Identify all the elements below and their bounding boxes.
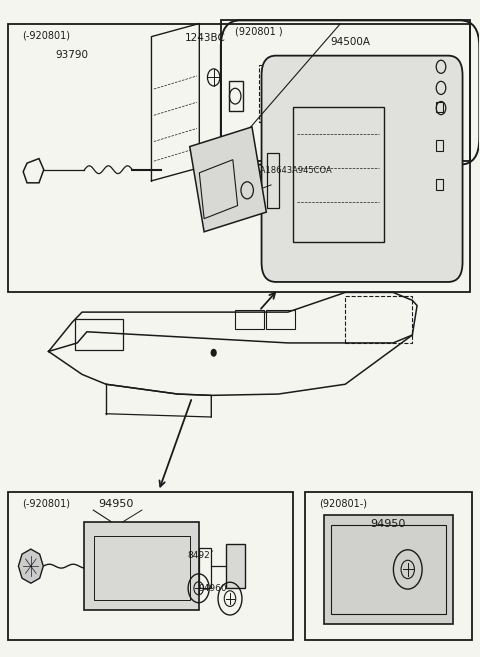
Bar	[259, 65, 391, 122]
Bar	[84, 522, 199, 610]
Text: 8492´: 8492´	[187, 551, 215, 560]
Text: 94960: 94960	[199, 584, 228, 593]
Bar	[266, 310, 295, 328]
Text: 1243BC: 1243BC	[185, 34, 226, 43]
Bar	[324, 515, 453, 623]
Bar	[8, 24, 470, 292]
Bar	[226, 544, 245, 588]
Bar	[345, 296, 412, 343]
Bar	[199, 549, 211, 588]
Text: 94950: 94950	[371, 518, 406, 529]
Bar	[436, 102, 443, 112]
Text: 94500A: 94500A	[330, 37, 370, 47]
Circle shape	[211, 350, 216, 356]
Bar	[293, 107, 384, 242]
Text: (-920801): (-920801)	[22, 499, 70, 509]
Bar	[267, 153, 279, 208]
FancyBboxPatch shape	[262, 56, 463, 282]
Bar	[436, 179, 443, 189]
Bar	[305, 492, 472, 640]
Text: 18668A18643A945COA: 18668A18643A945COA	[233, 166, 332, 175]
Bar	[436, 141, 443, 151]
Text: 93790: 93790	[56, 50, 89, 60]
Bar	[221, 20, 470, 162]
Text: (920801-): (920801-)	[319, 499, 367, 509]
Bar	[235, 310, 264, 328]
Bar	[8, 492, 293, 640]
Polygon shape	[18, 549, 43, 583]
Text: 94950: 94950	[98, 499, 134, 509]
Text: (-920801): (-920801)	[22, 30, 70, 40]
Polygon shape	[190, 127, 266, 232]
Text: (920801 ): (920801 )	[235, 27, 283, 37]
Bar	[75, 319, 123, 350]
Bar	[94, 536, 190, 600]
Bar	[331, 525, 446, 614]
Bar	[229, 81, 243, 111]
